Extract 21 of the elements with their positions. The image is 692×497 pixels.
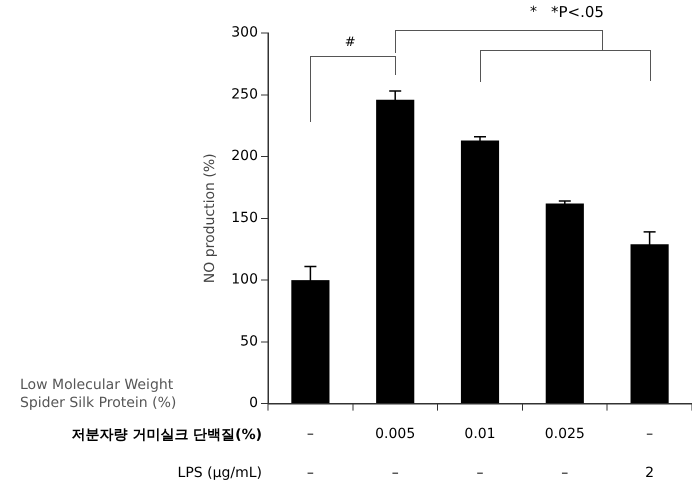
- text: *: [530, 4, 537, 20]
- text: *P<.05: [551, 3, 604, 21]
- y-tick-label: 100: [231, 272, 258, 288]
- text: Low Molecular Weight Spider Silk Protein (%): [20, 376, 178, 412]
- y-tick-label: 150: [231, 210, 258, 226]
- y-tick-label: 250: [231, 86, 258, 102]
- category-label: 0.005 –: [375, 426, 416, 482]
- y-tick-label: 300: [231, 24, 258, 41]
- category-label: – –: [306, 426, 314, 482]
- category-label: – 2: [645, 426, 654, 482]
- text: 저분자량 거미실크 단백질(%): [71, 426, 262, 444]
- bar: [460, 140, 500, 404]
- y-tick-label: 50: [240, 333, 258, 350]
- annotation: #: [344, 35, 356, 50]
- y-tick-label: 200: [231, 148, 258, 164]
- category-label: 0.01 –: [464, 426, 496, 482]
- text: LPS (μg/mL): [178, 464, 262, 481]
- category-label: 0.025 –: [544, 426, 585, 482]
- y-axis-title: NO production (%): [202, 153, 218, 284]
- y-tick-label: 0: [249, 395, 258, 412]
- bar: [546, 203, 584, 404]
